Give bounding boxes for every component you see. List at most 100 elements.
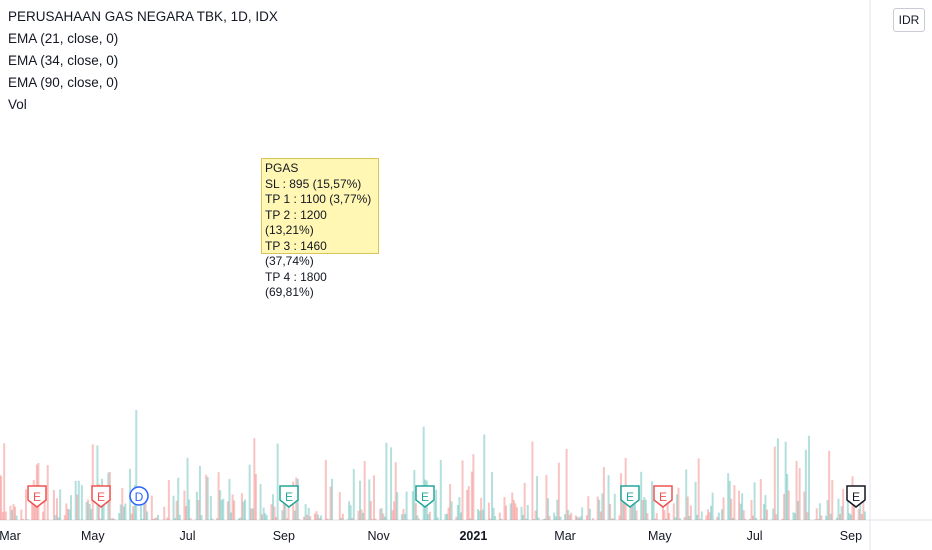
marker-label: E	[97, 490, 105, 504]
earnings-marker	[415, 485, 435, 508]
volume-bar	[665, 518, 668, 520]
volume-bar	[711, 492, 714, 520]
volume-bar	[525, 518, 528, 520]
volume-bar	[56, 498, 59, 520]
volume-bar	[369, 501, 372, 520]
volume-bar	[839, 514, 842, 520]
ema21-legend[interactable]: EMA (21, close, 0)	[8, 31, 119, 46]
volume-bar	[76, 494, 79, 520]
volume-bar	[542, 519, 545, 520]
volume-bar	[601, 493, 604, 520]
volume-bar	[153, 518, 156, 520]
volume-bar	[554, 516, 557, 520]
volume-bar	[803, 491, 806, 520]
time-tick-label: Mar	[0, 529, 21, 543]
volume-legend[interactable]: Vol	[8, 97, 27, 112]
volume-bar	[63, 515, 66, 520]
volume-bar	[436, 517, 439, 520]
volume-bar	[400, 514, 403, 520]
volume-bar	[391, 510, 394, 520]
volume-bar	[276, 443, 279, 520]
volume-bar	[379, 508, 382, 520]
volume-bar	[209, 496, 212, 520]
trade-plan-note[interactable]: PGAS SL : 895 (15,57%) TP 1 : 1100 (3,77…	[261, 158, 379, 299]
volume-bar	[710, 505, 713, 520]
volume-bar	[352, 469, 355, 520]
volume-bar	[189, 518, 192, 520]
volume-bar	[262, 507, 265, 520]
note-line: TP 2 : 1200 (13,21%)	[265, 207, 327, 238]
volume-bar	[738, 490, 741, 520]
volume-bar	[472, 454, 475, 520]
volume-bar	[242, 501, 245, 520]
volume-bar	[461, 460, 464, 520]
volume-bar	[152, 518, 155, 520]
volume-bar	[469, 518, 472, 520]
volume-bar	[640, 471, 643, 520]
volume-bar	[679, 518, 682, 520]
volume-bar	[372, 475, 375, 520]
volume-bar	[74, 480, 77, 520]
volume-bar	[317, 514, 320, 520]
volume-bar	[91, 444, 94, 520]
symbol-title[interactable]: PERUSAHAAN GAS NEGARA TBK, 1D, IDX	[8, 9, 278, 24]
ema90-legend[interactable]: EMA (90, close, 0)	[8, 75, 119, 90]
volume-bar	[602, 466, 605, 520]
volume-bar	[368, 479, 371, 520]
volume-bar	[216, 518, 219, 520]
volume-bar	[303, 516, 306, 520]
time-tick-label: Jul	[747, 529, 763, 543]
volume-bar	[556, 499, 559, 520]
volume-bar	[588, 508, 591, 520]
volume-bar	[318, 518, 321, 520]
volume-bar	[826, 500, 829, 520]
volume-bar	[396, 492, 399, 520]
volume-bar	[545, 474, 548, 520]
time-tick-label: Jul	[180, 529, 196, 543]
volume-bar	[697, 458, 700, 520]
volume-bar	[230, 512, 233, 520]
volume-bar	[313, 513, 316, 520]
volume-bar	[635, 510, 638, 520]
volume-bar	[537, 517, 540, 520]
volume-bar	[244, 499, 247, 520]
volume-bar	[613, 493, 616, 520]
volume-bar	[567, 509, 570, 520]
volume-bar	[509, 503, 512, 520]
volume-bar	[477, 509, 480, 520]
volume-bar	[578, 517, 581, 520]
volume-bar	[411, 491, 414, 520]
volume-bar	[536, 476, 539, 520]
ema34-legend[interactable]: EMA (34, close, 0)	[8, 53, 119, 68]
volume-bar	[761, 519, 764, 520]
volume-bar	[609, 503, 612, 520]
note-line: TP 4 : 1800 (69,81%)	[265, 269, 327, 300]
volume-bar	[467, 486, 470, 520]
volume-bar	[759, 479, 762, 520]
volume-bar	[716, 516, 719, 520]
volume-bar	[651, 481, 654, 520]
volume-bar	[186, 457, 189, 520]
volume-bar	[275, 517, 278, 520]
volume-bar	[146, 511, 149, 520]
volume-bar	[842, 488, 845, 520]
volume-bar	[806, 512, 809, 520]
volume-bar	[696, 514, 699, 520]
time-tick-label: Mar	[554, 529, 576, 543]
volume-bar	[416, 515, 419, 520]
volume-bar	[688, 515, 691, 520]
volume-bar	[514, 503, 517, 520]
volume-bar	[786, 473, 789, 520]
volume-bar	[433, 500, 436, 520]
volume-bar	[271, 494, 274, 520]
volume-bar	[522, 514, 525, 520]
volume-bar	[755, 518, 758, 520]
volume-bar	[559, 516, 562, 520]
volume-bar	[717, 512, 720, 520]
volume-bar	[450, 501, 453, 520]
currency-label[interactable]: IDR	[893, 8, 925, 32]
volume-bar	[349, 505, 352, 520]
volume-bar	[581, 507, 584, 520]
volume-bar	[632, 496, 635, 520]
